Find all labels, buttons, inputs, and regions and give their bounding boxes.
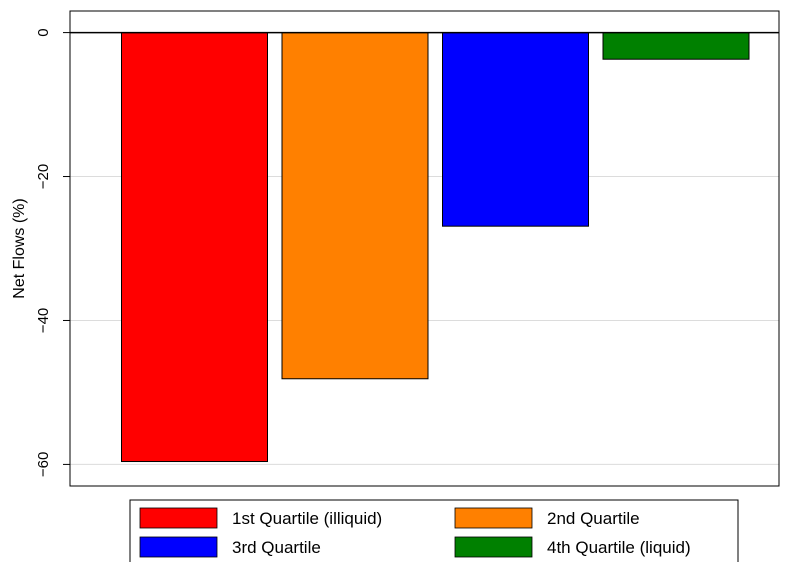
bar xyxy=(602,32,750,60)
legend-swatch xyxy=(454,507,533,529)
legend-swatch xyxy=(139,507,218,529)
y-axis-label: Net Flows (%) xyxy=(11,198,28,298)
legend-label: 4th Quartile (liquid) xyxy=(547,538,691,557)
legend-swatch xyxy=(139,536,218,558)
legend-box xyxy=(129,499,739,565)
legend-label: 2nd Quartile xyxy=(547,509,640,528)
bar xyxy=(281,32,429,380)
legend-swatch xyxy=(454,536,533,558)
legend-label: 1st Quartile (illiquid) xyxy=(232,509,382,528)
y-axis: 0 −20 −40 −60 xyxy=(35,28,70,477)
y-tick-label: −20 xyxy=(35,164,52,189)
legend-label: 3rd Quartile xyxy=(232,538,321,557)
y-tick-label: −40 xyxy=(35,308,52,333)
bar xyxy=(442,32,589,227)
legend: 1st Quartile (illiquid) 2nd Quartile 3rd Q… xyxy=(129,499,739,565)
bar xyxy=(121,32,268,463)
plot-area-frame xyxy=(69,10,780,487)
y-tick-label: −60 xyxy=(35,452,52,477)
y-tick-label: 0 xyxy=(35,28,52,36)
